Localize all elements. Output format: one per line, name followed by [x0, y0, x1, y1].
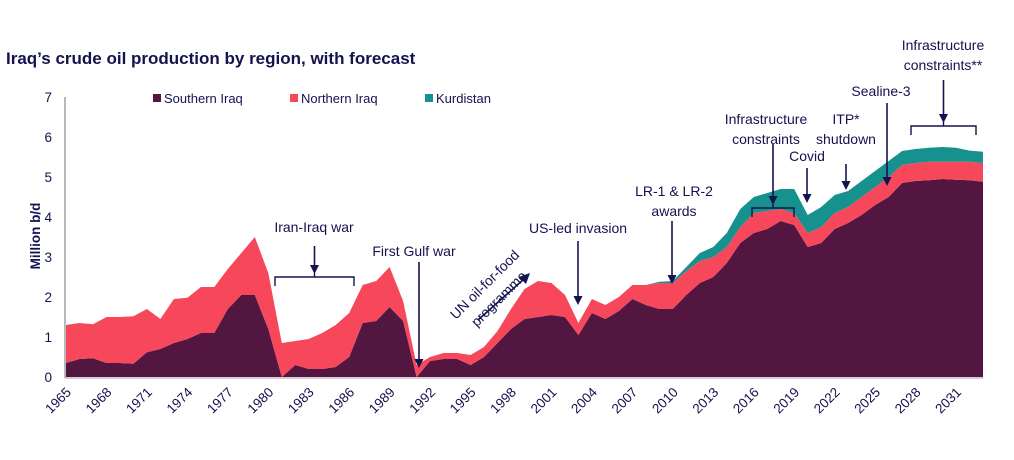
x-tick-label: 1983 — [285, 385, 317, 417]
legend-swatch — [425, 94, 433, 102]
y-axis-label: Million b/d — [28, 203, 43, 270]
x-tick-label: 2013 — [690, 385, 722, 417]
annotation-first-gulf-war: First Gulf war — [372, 243, 456, 368]
x-tick-label: 2016 — [730, 385, 762, 417]
legend-label: Kurdistan — [436, 91, 491, 106]
annotation-text: LR-1 & LR-2 — [635, 183, 713, 199]
x-tick-label: 1965 — [42, 385, 74, 417]
annotation-text: constraints** — [904, 57, 983, 73]
x-tick-label: 2004 — [568, 384, 600, 416]
annotation-covid: Covid — [789, 148, 825, 203]
annotation-text: ITP* — [832, 111, 860, 127]
legend-label: Southern Iraq — [164, 91, 243, 106]
annotation-text: Sealine-3 — [851, 83, 910, 99]
x-tick-label: 2028 — [892, 385, 924, 417]
annotation-text: Infrastructure — [725, 111, 808, 127]
legend-item: Southern Iraq — [153, 91, 243, 106]
x-tick-label: 1968 — [83, 385, 115, 417]
x-tick-label: 1995 — [447, 385, 479, 417]
legend: Southern Iraq Northern Iraq Kurdistan — [153, 91, 491, 106]
annotation-text: Infrastructure — [902, 37, 985, 53]
y-tick-label: 7 — [44, 90, 52, 105]
y-tick-label: 4 — [44, 210, 52, 225]
annotation-sealine-3: Sealine-3 — [851, 83, 911, 186]
annotation-text: constraints — [732, 131, 800, 147]
legend-swatch — [153, 94, 161, 102]
annotation-text: First Gulf war — [372, 243, 456, 259]
annotation-infrastructure: Infrastructure constraints** — [902, 37, 985, 135]
area-southern-iraq — [66, 179, 983, 377]
y-tick-label: 3 — [44, 250, 52, 265]
y-tick-label: 5 — [44, 170, 52, 185]
x-tick-label: 1977 — [204, 385, 236, 417]
annotation-text: Iran-Iraq war — [274, 219, 354, 235]
chart-title: Iraq’s crude oil production by region, w… — [6, 49, 416, 68]
annotation-text: Covid — [789, 148, 825, 164]
x-tick-label: 1971 — [123, 385, 155, 417]
x-tick-label: 1992 — [406, 385, 438, 417]
annotation-text: US-led invasion — [529, 220, 627, 236]
y-tick-label: 6 — [44, 130, 52, 145]
annotation-infrastructure: Infrastructure constraints — [725, 111, 808, 217]
y-tick-label: 0 — [44, 370, 52, 385]
x-tick-labels: 1965 1968 1971 1974 1977 1980 1983 1986 1989 1992… — [42, 384, 964, 416]
y-tick-label: 1 — [44, 330, 52, 345]
x-tick-label: 1980 — [245, 385, 277, 417]
x-tick-label: 2007 — [609, 385, 641, 417]
legend-label: Northern Iraq — [301, 91, 378, 106]
legend-item: Kurdistan — [425, 91, 491, 106]
x-tick-label: 2010 — [649, 385, 681, 417]
x-tick-label: 1989 — [366, 385, 398, 417]
y-tick-labels: 0 1 2 3 4 5 6 7 — [44, 90, 52, 385]
annotation-text: shutdown — [816, 131, 876, 147]
annotation-us-led-invasion: US-led invasion — [529, 220, 627, 305]
y-tick-label: 2 — [44, 290, 52, 305]
annotation-iran-iraq-war: Iran-Iraq war — [274, 219, 355, 286]
x-tick-label: 2001 — [528, 385, 560, 417]
x-tick-label: 2022 — [811, 385, 843, 417]
x-tick-label: 2019 — [770, 385, 802, 417]
legend-swatch — [290, 94, 298, 102]
annotation-itp: ITP* shutdown — [816, 111, 876, 190]
x-tick-label: 2031 — [932, 385, 964, 417]
area-northern-iraq — [66, 161, 983, 377]
legend-item: Northern Iraq — [290, 91, 378, 106]
x-tick-label: 2025 — [851, 385, 883, 417]
annotation-lr-1-lr-2: LR-1 & LR-2 awards — [635, 183, 713, 284]
x-tick-label: 1986 — [325, 385, 357, 417]
area-kurdistan — [66, 147, 983, 365]
areas — [66, 147, 983, 377]
x-tick-label: 1998 — [487, 385, 519, 417]
x-tick-label: 1974 — [164, 384, 196, 416]
annotation-text: awards — [651, 203, 696, 219]
